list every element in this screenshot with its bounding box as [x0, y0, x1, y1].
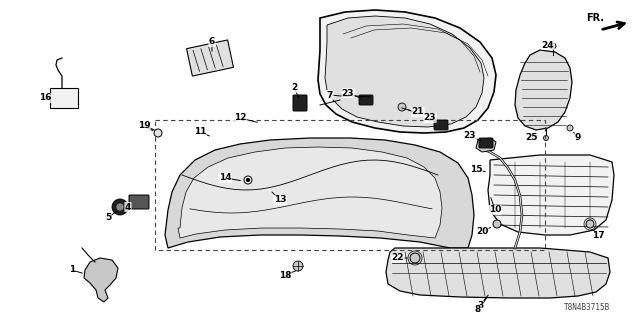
- Text: FR.: FR.: [586, 13, 604, 23]
- Text: 23: 23: [424, 114, 436, 123]
- FancyBboxPatch shape: [186, 40, 234, 76]
- Text: 19: 19: [138, 122, 150, 131]
- Text: 6: 6: [209, 37, 215, 46]
- Circle shape: [154, 129, 162, 137]
- Text: 20: 20: [476, 228, 488, 236]
- Text: 4: 4: [125, 203, 131, 212]
- Circle shape: [567, 125, 573, 131]
- Text: 5: 5: [105, 213, 111, 222]
- Text: 13: 13: [274, 196, 286, 204]
- Circle shape: [586, 220, 594, 228]
- Polygon shape: [318, 10, 496, 133]
- Polygon shape: [325, 16, 484, 127]
- FancyBboxPatch shape: [129, 195, 149, 209]
- Text: 1: 1: [69, 266, 75, 275]
- Circle shape: [398, 103, 406, 111]
- Text: 25: 25: [525, 133, 538, 142]
- Circle shape: [116, 203, 124, 211]
- Text: 18: 18: [279, 270, 291, 279]
- Text: 14: 14: [219, 173, 231, 182]
- Text: 24: 24: [541, 41, 554, 50]
- Circle shape: [244, 176, 252, 184]
- Text: 7: 7: [327, 91, 333, 100]
- Text: 21: 21: [412, 108, 424, 116]
- Text: 16: 16: [39, 93, 51, 102]
- Text: 12: 12: [234, 114, 246, 123]
- Text: 10: 10: [489, 205, 501, 214]
- Text: 23: 23: [464, 132, 476, 140]
- Text: T8N4B3715B: T8N4B3715B: [564, 303, 610, 312]
- FancyBboxPatch shape: [50, 88, 78, 108]
- Text: 22: 22: [392, 253, 404, 262]
- Text: 23: 23: [342, 89, 355, 98]
- Text: 15: 15: [470, 165, 483, 174]
- Text: 9: 9: [575, 133, 581, 142]
- FancyBboxPatch shape: [359, 95, 373, 105]
- Circle shape: [543, 135, 548, 140]
- Circle shape: [550, 43, 556, 49]
- Circle shape: [112, 199, 128, 215]
- Polygon shape: [386, 248, 610, 298]
- Text: 17: 17: [592, 231, 604, 241]
- Text: 11: 11: [194, 127, 206, 137]
- Circle shape: [410, 253, 420, 263]
- Circle shape: [493, 220, 501, 228]
- Polygon shape: [178, 147, 442, 238]
- Polygon shape: [488, 155, 614, 235]
- Polygon shape: [165, 138, 474, 248]
- Polygon shape: [84, 258, 118, 302]
- Polygon shape: [515, 50, 572, 130]
- Text: 8: 8: [475, 306, 481, 315]
- Text: 2: 2: [291, 84, 297, 92]
- Text: 3: 3: [477, 300, 483, 309]
- FancyBboxPatch shape: [479, 138, 493, 148]
- FancyBboxPatch shape: [293, 95, 307, 111]
- Circle shape: [246, 179, 250, 181]
- Polygon shape: [476, 138, 496, 152]
- FancyBboxPatch shape: [434, 120, 448, 130]
- Circle shape: [293, 261, 303, 271]
